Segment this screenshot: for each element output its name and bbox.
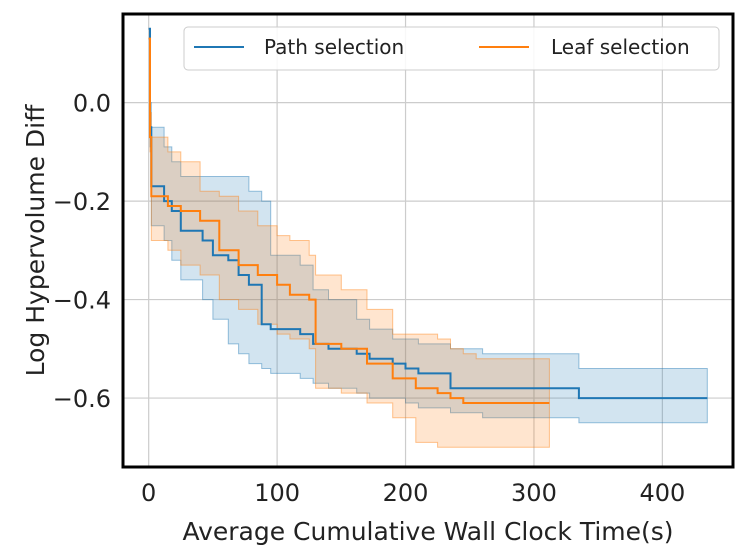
y-axis-label: Log Hypervolume Diff	[21, 104, 50, 376]
x-tick-label-0: 0	[141, 479, 156, 507]
series-lines	[148, 27, 708, 404]
x-tick-label-1: 100	[254, 479, 300, 507]
legend-box	[183, 26, 720, 71]
y-tick-label-1: −0.4	[53, 287, 111, 315]
tick-labels: 0 100 200 300 400 −0.6 −0.4 −0.2 0.0	[53, 90, 686, 507]
y-tick-label-0: −0.6	[53, 385, 111, 413]
x-tick-label-4: 400	[639, 479, 685, 507]
y-tick-label-2: −0.2	[53, 188, 111, 216]
gridlines	[123, 14, 733, 467]
x-axis-label: Average Cumulative Wall Clock Time(s)	[182, 517, 673, 546]
line-series-1	[148, 37, 550, 404]
legend: Path selection Leaf selection	[183, 26, 720, 71]
legend-label-0: Path selection	[264, 35, 404, 59]
x-tick-label-3: 300	[511, 479, 557, 507]
y-tick-label-3: 0.0	[73, 90, 111, 118]
legend-label-1: Leaf selection	[551, 35, 690, 59]
confidence-bands	[148, 28, 708, 448]
plot-frame	[121, 12, 735, 469]
band-series-0	[148, 28, 708, 424]
line-series-0	[148, 27, 708, 400]
x-tick-label-2: 200	[383, 479, 429, 507]
band-series-1	[148, 38, 550, 448]
